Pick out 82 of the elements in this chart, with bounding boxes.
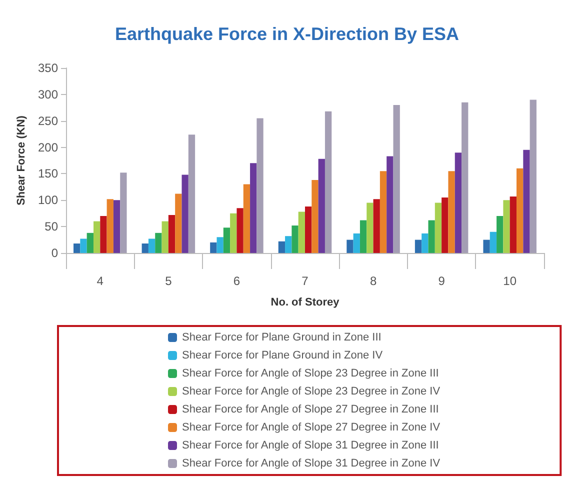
- bar: [148, 238, 156, 253]
- bar: [236, 208, 244, 253]
- bar: [223, 228, 230, 253]
- bar: [93, 221, 100, 253]
- bar: [448, 171, 455, 253]
- y-tick-label: 150: [38, 166, 58, 181]
- bar: [256, 118, 264, 253]
- legend-label: Shear Force for Angle of Slope 23 Degree in Zone III: [182, 368, 439, 380]
- bar: [162, 221, 168, 253]
- legend-label: Shear Force for Plane Ground in Zone III: [182, 332, 382, 344]
- y-tick-label: 100: [38, 193, 58, 208]
- bar: [250, 163, 257, 253]
- bar: [380, 171, 387, 253]
- bar: [188, 134, 196, 253]
- bar: [175, 194, 182, 253]
- legend-label: Shear Force for Angle of Slope 31 Degree in Zone III: [182, 440, 439, 452]
- y-tick-label: 250: [38, 114, 58, 128]
- bar: [168, 214, 176, 253]
- bar: [142, 243, 148, 253]
- bar: [503, 200, 510, 253]
- bar: [243, 184, 250, 253]
- legend-label: Shear Force for Angle of Slope 27 Degree in Zone IV: [182, 422, 441, 434]
- bar: [523, 150, 530, 253]
- bar: [510, 196, 517, 253]
- chart-title: Earthquake Force in X-Direction By ESA: [114, 24, 460, 44]
- bar: [386, 156, 394, 253]
- legend-label: Shear Force for Angle of Slope 27 Degree in Zone III: [182, 404, 439, 416]
- bar: [462, 102, 468, 253]
- y-tick-label: 200: [38, 140, 58, 154]
- bar: [230, 213, 237, 253]
- bar: [454, 152, 462, 253]
- legend-label: Shear Force for Angle of Slope 23 Degree in Zone IV: [182, 386, 441, 398]
- x-axis-title: No. of Storey: [270, 296, 340, 308]
- x-tick-label: 4: [96, 274, 104, 288]
- legend-label: Shear Force for Plane Ground in Zone IV: [182, 350, 384, 362]
- bar: [393, 105, 400, 253]
- bar: [86, 232, 94, 253]
- bar: [318, 158, 325, 253]
- bar: [216, 237, 224, 253]
- bar: [278, 241, 286, 253]
- bar: [113, 200, 120, 253]
- bar: [182, 174, 188, 253]
- bar: [422, 233, 428, 253]
- bar: [442, 198, 448, 253]
- bar: [516, 168, 524, 253]
- bar: [210, 242, 217, 253]
- bar: [312, 180, 318, 253]
- bar: [373, 199, 380, 253]
- bar: [496, 216, 504, 253]
- bar: [353, 233, 360, 253]
- bar: [80, 238, 87, 253]
- bar: [100, 216, 107, 253]
- bar: [292, 226, 298, 253]
- bar: [428, 220, 435, 253]
- bar: [285, 236, 292, 253]
- bar: [414, 240, 422, 253]
- bar: [305, 206, 312, 253]
- x-tick-label: 6: [233, 274, 240, 288]
- bar: [155, 232, 162, 253]
- bar: [106, 199, 114, 253]
- bar: [74, 243, 80, 253]
- legend-label: Shear Force for Angle of Slope 31 Degree in Zone IV: [182, 458, 441, 470]
- bar: [490, 232, 497, 253]
- y-axis-title: Shear Force (KN): [16, 115, 28, 206]
- bar: [366, 202, 374, 253]
- bar: [483, 240, 490, 253]
- x-tick-label: 9: [438, 274, 446, 288]
- x-tick-label: 7: [302, 274, 309, 288]
- x-tick-label: 8: [370, 274, 377, 288]
- bar: [360, 220, 367, 253]
- bar: [324, 111, 332, 253]
- y-tick-label: 0: [51, 246, 58, 260]
- bar: [346, 240, 354, 253]
- y-tick-label: 300: [38, 87, 58, 102]
- bar: [120, 172, 127, 253]
- y-tick-label: 50: [44, 220, 58, 234]
- bar: [530, 100, 536, 253]
- x-tick-label: 5: [165, 274, 172, 288]
- bar: [434, 202, 442, 253]
- bar: [298, 212, 305, 253]
- y-tick-label: 350: [38, 61, 58, 75]
- x-tick-label: 10: [503, 274, 517, 288]
